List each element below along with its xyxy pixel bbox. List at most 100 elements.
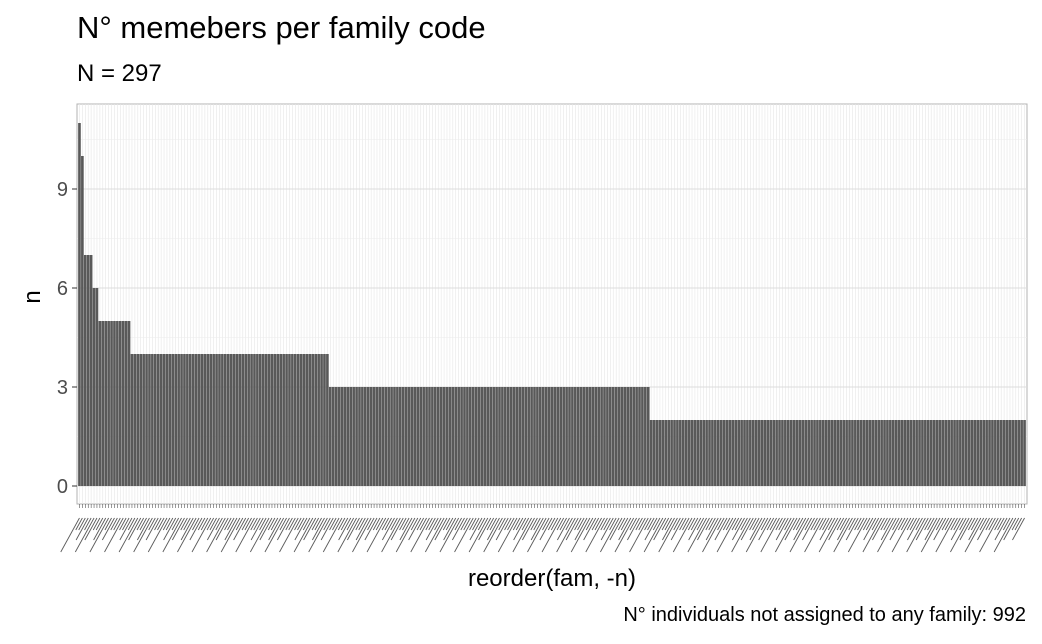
bar [474, 387, 478, 486]
x-tick-label [547, 517, 556, 531]
bar [121, 321, 125, 486]
x-tick-label [504, 517, 512, 531]
x-tick-label [935, 517, 955, 553]
x-tick-label [165, 517, 174, 531]
x-tick-label [425, 517, 439, 541]
bar [116, 321, 119, 486]
bar [1002, 420, 1006, 486]
x-tick-label [110, 517, 118, 531]
x-tick-label [84, 517, 92, 531]
x-tick-label [308, 517, 328, 553]
x-tick-label [267, 517, 276, 531]
bar [113, 321, 116, 486]
x-tick-label [953, 517, 961, 531]
bar [273, 354, 277, 486]
bar [728, 420, 732, 486]
x-tick-label [148, 517, 156, 531]
chart-subtitle: N = 297 [77, 60, 162, 87]
x-tick-label [909, 517, 918, 531]
bar [813, 420, 816, 486]
x-tick-label [425, 517, 433, 531]
bar [877, 420, 881, 486]
x-tick-label [880, 517, 888, 531]
x-tick-label [530, 517, 544, 541]
bar [168, 354, 172, 486]
x-tick-label [600, 517, 608, 531]
x-tick-label [994, 517, 1002, 531]
x-tick-label [442, 517, 451, 531]
x-tick-label [118, 517, 139, 553]
x-tick-label [180, 517, 188, 531]
x-tick-label [760, 517, 769, 531]
x-tick-label [819, 517, 833, 541]
bar [244, 354, 248, 486]
bar [941, 420, 945, 486]
x-tick-label [145, 517, 159, 541]
x-tick-label [769, 517, 777, 531]
bar [670, 420, 673, 486]
bar [188, 354, 192, 486]
bar [349, 387, 353, 486]
x-tick-label [950, 517, 958, 531]
bar [355, 387, 358, 486]
x-tick-label [1012, 517, 1025, 541]
bar [679, 420, 682, 486]
bar [539, 387, 542, 486]
x-tick-label [603, 517, 611, 531]
x-tick-label [468, 517, 489, 553]
x-tick-label [950, 517, 964, 541]
x-tick-label [366, 517, 387, 553]
bar [431, 387, 434, 486]
x-tick-label [854, 517, 862, 531]
x-tick-label [760, 517, 780, 553]
x-tick-label [259, 517, 273, 541]
bar [524, 387, 528, 486]
x-tick-label [402, 517, 410, 531]
x-tick-label [734, 517, 742, 531]
bar [734, 420, 738, 486]
bar [466, 387, 469, 486]
bar [711, 420, 714, 486]
bar [743, 420, 746, 486]
bar [396, 387, 399, 486]
x-tick-label [294, 517, 302, 531]
bar [509, 387, 513, 486]
x-tick-label [127, 517, 136, 531]
bar [638, 387, 641, 486]
bar [110, 321, 113, 486]
bar [1011, 420, 1015, 486]
x-tick-label [964, 517, 985, 553]
x-tick-label [664, 517, 672, 531]
x-tick-label [200, 517, 209, 531]
x-tick-label [892, 517, 900, 531]
x-tick-label [775, 517, 795, 553]
x-tick-label [206, 517, 215, 531]
x-tick-label [848, 517, 856, 531]
bar [288, 354, 291, 486]
bar [588, 387, 592, 486]
x-tick-label [617, 517, 626, 531]
bar [422, 387, 425, 486]
x-tick-label [979, 517, 999, 553]
bar [967, 420, 971, 486]
bar [690, 420, 694, 486]
bar [323, 354, 326, 486]
x-tick-label [643, 517, 664, 553]
bar [270, 354, 274, 486]
bar [130, 354, 134, 486]
x-tick-label [644, 517, 658, 541]
x-tick-label [993, 517, 1014, 553]
x-tick-label [329, 517, 337, 531]
x-tick-label [154, 517, 162, 531]
x-tick-label [288, 517, 296, 531]
bar [827, 420, 831, 486]
x-tick-label [793, 517, 807, 541]
bar [550, 387, 554, 486]
bar [836, 420, 840, 486]
bar [258, 354, 262, 486]
x-tick-label [434, 517, 448, 541]
x-tick-label [95, 517, 104, 531]
y-tick-label: 6 [57, 278, 68, 300]
bar [413, 387, 417, 486]
bar [772, 420, 775, 486]
